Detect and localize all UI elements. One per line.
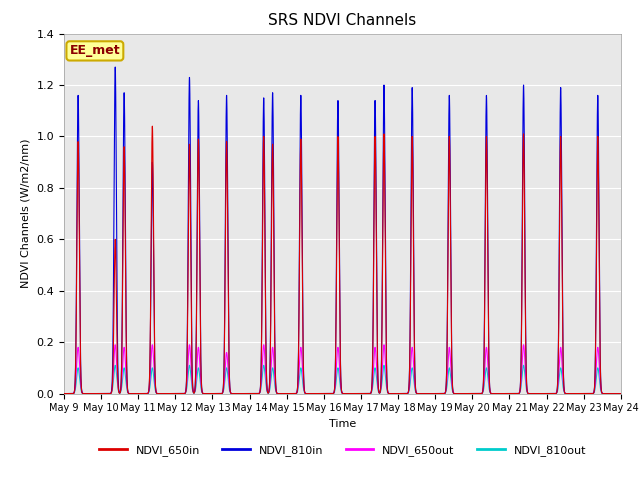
Title: SRS NDVI Channels: SRS NDVI Channels bbox=[268, 13, 417, 28]
X-axis label: Time: Time bbox=[329, 419, 356, 429]
Y-axis label: NDVI Channels (W/m2/nm): NDVI Channels (W/m2/nm) bbox=[21, 139, 31, 288]
Text: EE_met: EE_met bbox=[70, 44, 120, 58]
Legend: NDVI_650in, NDVI_810in, NDVI_650out, NDVI_810out: NDVI_650in, NDVI_810in, NDVI_650out, NDV… bbox=[95, 440, 590, 460]
